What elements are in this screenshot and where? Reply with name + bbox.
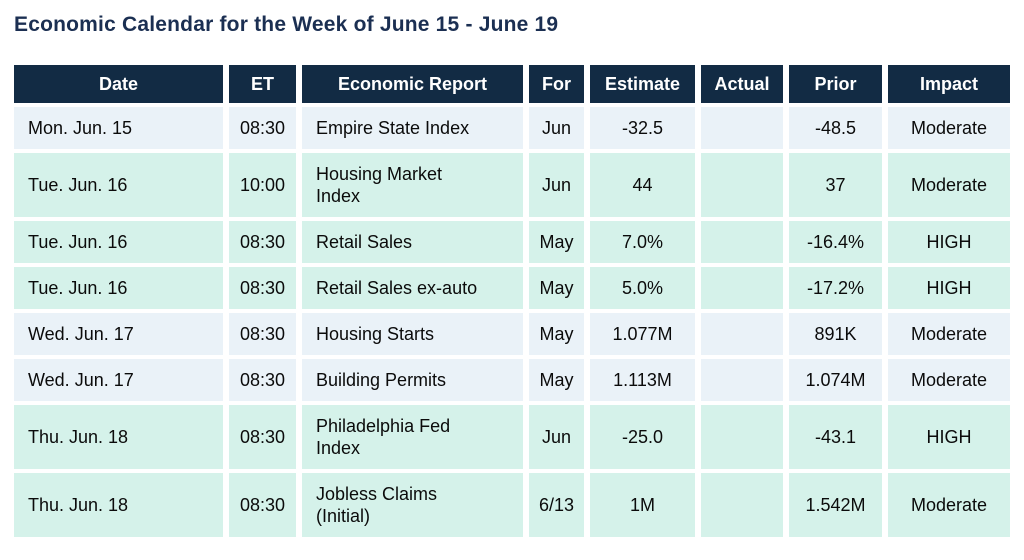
cell-for-period: Jun xyxy=(529,153,584,217)
cell-date: Thu. Jun. 18 xyxy=(14,405,223,469)
cell-et-time: 10:00 xyxy=(229,153,296,217)
cell-date: Wed. Jun. 17 xyxy=(14,313,223,355)
table-row: Wed. Jun. 17 08:30 Housing Starts May 1.… xyxy=(14,313,1010,355)
page-title: Economic Calendar for the Week of June 1… xyxy=(14,13,559,36)
cell-estimate: 5.0% xyxy=(590,267,695,309)
table-row: Mon. Jun. 15 08:30 Empire State Index Ju… xyxy=(14,107,1010,149)
cell-date: Tue. Jun. 16 xyxy=(14,153,223,217)
table-row: Tue. Jun. 16 08:30 Retail Sales ex-auto … xyxy=(14,267,1010,309)
cell-for-period: May xyxy=(529,221,584,263)
cell-for-period: May xyxy=(529,313,584,355)
cell-actual xyxy=(701,107,783,149)
cell-et-time: 08:30 xyxy=(229,107,296,149)
cell-for-period: May xyxy=(529,359,584,401)
cell-impact: Moderate xyxy=(888,107,1010,149)
cell-et-time: 08:30 xyxy=(229,359,296,401)
cell-estimate: 7.0% xyxy=(590,221,695,263)
cell-for-period: Jun xyxy=(529,405,584,469)
column-header-et: ET xyxy=(229,65,296,103)
cell-impact: HIGH xyxy=(888,267,1010,309)
cell-prior: 37 xyxy=(789,153,882,217)
cell-et-time: 08:30 xyxy=(229,267,296,309)
table-row: Wed. Jun. 17 08:30 Building Permits May … xyxy=(14,359,1010,401)
cell-impact: HIGH xyxy=(888,221,1010,263)
column-header-report: Economic Report xyxy=(302,65,523,103)
cell-estimate: 1M xyxy=(590,473,695,537)
cell-actual xyxy=(701,267,783,309)
cell-impact: Moderate xyxy=(888,473,1010,537)
cell-economic-report: Philadelphia Fed Index xyxy=(302,405,523,469)
cell-prior: -16.4% xyxy=(789,221,882,263)
economic-calendar-table: Date ET Economic Report For Estimate Act… xyxy=(8,61,1016,541)
cell-prior: 1.074M xyxy=(789,359,882,401)
cell-impact: Moderate xyxy=(888,153,1010,217)
cell-prior: -17.2% xyxy=(789,267,882,309)
column-header-prior: Prior xyxy=(789,65,882,103)
column-header-for: For xyxy=(529,65,584,103)
column-header-estimate: Estimate xyxy=(590,65,695,103)
cell-economic-report: Retail Sales ex-auto xyxy=(302,267,523,309)
cell-estimate: 1.113M xyxy=(590,359,695,401)
cell-et-time: 08:30 xyxy=(229,221,296,263)
cell-economic-report: Housing Market Index xyxy=(302,153,523,217)
cell-date: Tue. Jun. 16 xyxy=(14,221,223,263)
table-row: Tue. Jun. 16 10:00 Housing Market Index … xyxy=(14,153,1010,217)
cell-impact: Moderate xyxy=(888,359,1010,401)
cell-economic-report: Jobless Claims (Initial) xyxy=(302,473,523,537)
cell-economic-report: Building Permits xyxy=(302,359,523,401)
cell-actual xyxy=(701,359,783,401)
cell-et-time: 08:30 xyxy=(229,405,296,469)
cell-prior: -48.5 xyxy=(789,107,882,149)
cell-for-period: May xyxy=(529,267,584,309)
cell-economic-report: Empire State Index xyxy=(302,107,523,149)
cell-prior: -43.1 xyxy=(789,405,882,469)
column-header-actual: Actual xyxy=(701,65,783,103)
cell-date: Tue. Jun. 16 xyxy=(14,267,223,309)
table-body: Mon. Jun. 15 08:30 Empire State Index Ju… xyxy=(14,107,1010,537)
cell-actual xyxy=(701,405,783,469)
cell-estimate: -32.5 xyxy=(590,107,695,149)
header-row: Date ET Economic Report For Estimate Act… xyxy=(14,65,1010,103)
cell-actual xyxy=(701,313,783,355)
cell-date: Thu. Jun. 18 xyxy=(14,473,223,537)
table-row: Thu. Jun. 18 08:30 Philadelphia Fed Inde… xyxy=(14,405,1010,469)
table-row: Thu. Jun. 18 08:30 Jobless Claims (Initi… xyxy=(14,473,1010,537)
cell-actual xyxy=(701,221,783,263)
cell-prior: 891K xyxy=(789,313,882,355)
cell-et-time: 08:30 xyxy=(229,313,296,355)
cell-actual xyxy=(701,473,783,537)
column-header-impact: Impact xyxy=(888,65,1010,103)
cell-economic-report: Housing Starts xyxy=(302,313,523,355)
cell-impact: Moderate xyxy=(888,313,1010,355)
cell-date: Wed. Jun. 17 xyxy=(14,359,223,401)
column-header-date: Date xyxy=(14,65,223,103)
cell-date: Mon. Jun. 15 xyxy=(14,107,223,149)
cell-impact: HIGH xyxy=(888,405,1010,469)
cell-estimate: 1.077M xyxy=(590,313,695,355)
cell-for-period: 6/13 xyxy=(529,473,584,537)
cell-for-period: Jun xyxy=(529,107,584,149)
cell-prior: 1.542M xyxy=(789,473,882,537)
cell-economic-report: Retail Sales xyxy=(302,221,523,263)
cell-et-time: 08:30 xyxy=(229,473,296,537)
table-row: Tue. Jun. 16 08:30 Retail Sales May 7.0%… xyxy=(14,221,1010,263)
cell-estimate: -25.0 xyxy=(590,405,695,469)
cell-actual xyxy=(701,153,783,217)
cell-estimate: 44 xyxy=(590,153,695,217)
